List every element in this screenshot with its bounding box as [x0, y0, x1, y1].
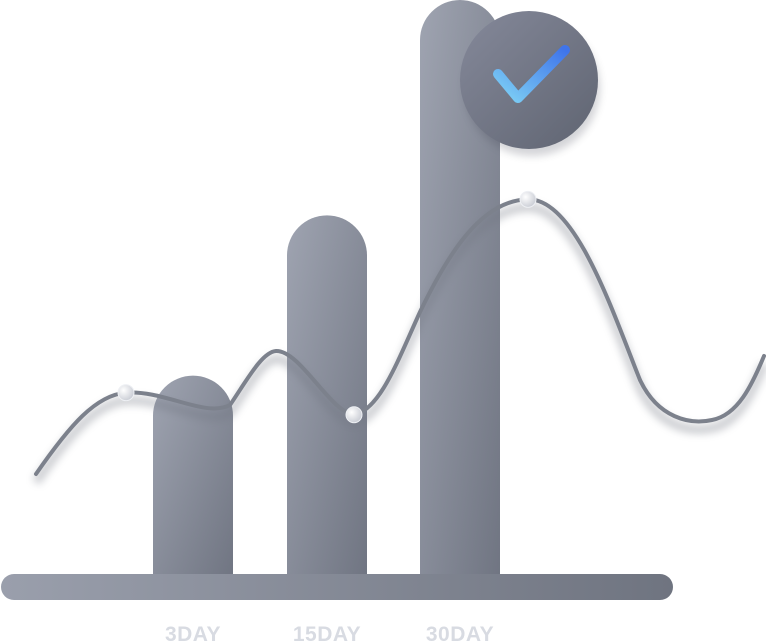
x-axis: [1, 574, 673, 600]
bar-3day: [153, 375, 233, 576]
x-axis-line: [1, 574, 673, 600]
trend-point-15day: [345, 406, 363, 424]
trend-point-3day: [117, 384, 135, 402]
trend-point-30day: [519, 190, 537, 208]
badge-layer: [460, 11, 600, 156]
trend-line-shadow: [32, 202, 766, 485]
trend-line-layer: [32, 190, 766, 485]
x-tick-label-30day: 30DAY: [426, 623, 494, 643]
bar-30day: [420, 0, 500, 576]
trend-line: [34, 197, 766, 476]
bars-layer: [153, 0, 500, 577]
x-tick-label-15day: 15DAY: [293, 623, 361, 643]
check-icon: [493, 45, 570, 103]
x-tick-label-3day: 3DAY: [165, 623, 221, 643]
tick-labels-layer: 3DAY 15DAY 30DAY: [165, 623, 494, 643]
